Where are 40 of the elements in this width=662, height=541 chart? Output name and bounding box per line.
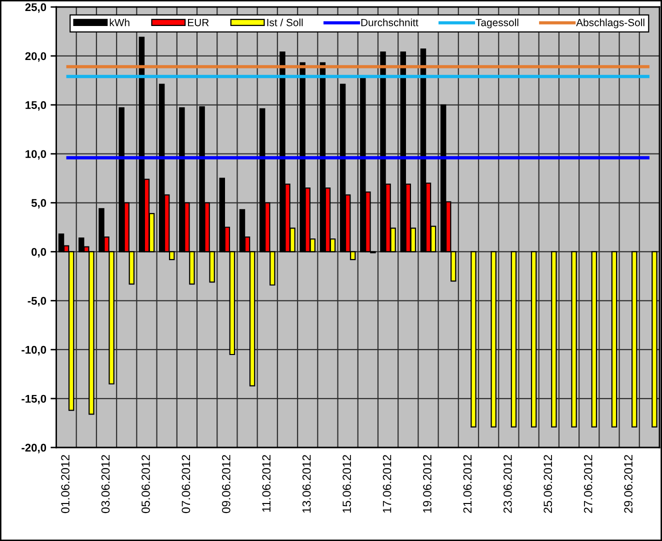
x-tick-label: 11.06.2012 [262,455,271,512]
x-tick-label: 05.06.2012 [142,455,150,514]
legend-label: Durchschnitt [361,18,418,26]
y-tick-label: -20,0 [22,444,46,454]
x-tick-label: 23.06.2012 [503,455,512,513]
bar [490,251,496,428]
bar [530,251,537,428]
bar [571,251,577,428]
bar [470,251,476,428]
y-tick-label: 20,0 [25,52,46,62]
bar [551,251,557,428]
x-tick-label: 25.06.2012 [544,455,552,513]
bar [591,251,598,428]
bar [631,251,638,428]
legend-label: Abschlags-Soll [576,18,644,28]
y-tick-label: 25,0 [25,3,46,13]
x-tick-label: 13.06.2012 [302,455,311,513]
bar [611,251,618,428]
y-tick-label: 5,0 [31,199,46,209]
x-tick-label: 19.06.2012 [423,455,432,513]
x-tick-label: 15.06.2012 [342,455,351,513]
y-tick-label: 10,0 [26,150,46,160]
y-tick-label: -15,0 [22,394,46,404]
y-tick-label: 15,0 [26,101,46,111]
y-tick-label: -10,0 [22,346,46,356]
x-tick-label: 17.06.2012 [382,455,392,513]
legend-label: Tagessoll [476,18,518,28]
x-tick-label: 01.06.2012 [61,455,70,514]
x-tick-label: 03.06.2012 [101,455,110,514]
x-tick-label: 09.06.2012 [222,455,230,514]
legend-label: kWh [110,18,130,26]
legend-label: Ist / Soll [267,18,303,26]
bar [510,251,517,428]
y-tick-label: -5,0 [28,296,46,306]
x-tick-label: 29.06.2012 [624,455,633,513]
legend-label: EUR [188,18,209,26]
y-tick-label: 0,0 [32,248,46,258]
x-tick-label: 21.06.2012 [463,455,472,513]
x-tick-label: 07.06.2012 [182,455,190,514]
x-tick-label: 27.06.2012 [584,455,592,513]
